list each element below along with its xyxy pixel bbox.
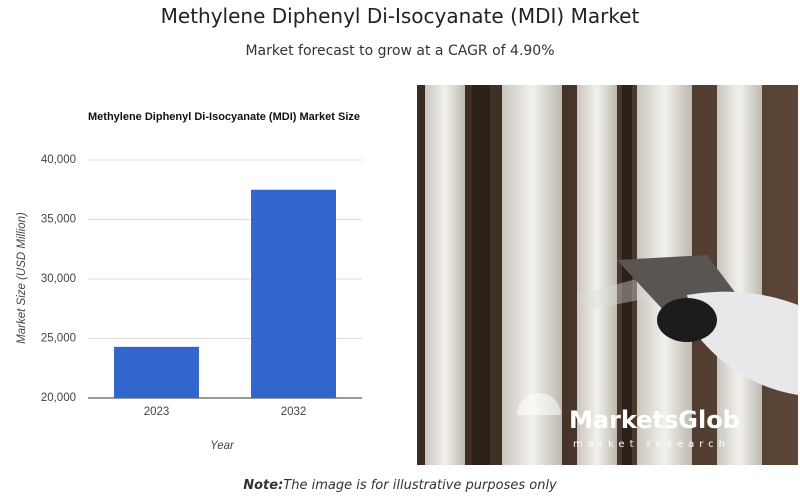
- logo: MarketsGlob: [569, 406, 740, 434]
- page-subtitle: Market forecast to grow at a CAGR of 4.9…: [245, 43, 555, 59]
- glove: [657, 298, 717, 342]
- bar: [251, 189, 336, 398]
- note-text: The image is for illustrative purposes o…: [283, 478, 557, 493]
- x-tick-label: 2023: [144, 406, 170, 418]
- x-axis-label: Year: [210, 440, 235, 452]
- logo-mark: [517, 393, 561, 415]
- page-title: Methylene Diphenyl Di-Isocyanate (MDI) M…: [160, 4, 640, 28]
- stud: [472, 85, 490, 465]
- illustration: MarketsGlob market research: [417, 85, 798, 465]
- y-tick-label: 30,000: [41, 273, 76, 285]
- stud: [622, 85, 632, 465]
- y-tick-label: 25,000: [41, 333, 76, 345]
- note-label: Note:: [243, 478, 284, 493]
- foam: [425, 85, 465, 465]
- foam: [577, 85, 617, 465]
- y-tick-label: 35,000: [41, 214, 76, 226]
- x-tick-label: 2032: [281, 406, 307, 418]
- y-axis-label: Market Size (USD Million): [16, 212, 28, 344]
- chart-title: Methylene Diphenyl Di-Isocyanate (MDI) M…: [88, 111, 361, 123]
- bar: [114, 346, 199, 398]
- y-tick-label: 40,000: [41, 154, 76, 166]
- chart: Year Market Size (USD Million) 20,000 25,…: [16, 154, 362, 452]
- logo-tagline: market research: [573, 439, 730, 450]
- note: Note:The image is for illustrative purpo…: [0, 478, 800, 493]
- y-tick-label: 20,000: [41, 392, 76, 404]
- foam: [717, 85, 762, 465]
